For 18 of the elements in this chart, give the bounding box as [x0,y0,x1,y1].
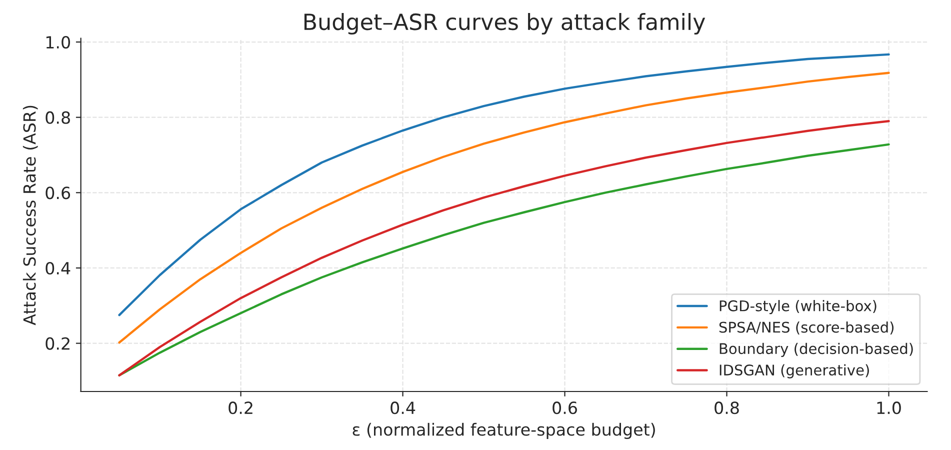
x-tick-label: 1.0 [877,402,901,414]
legend-label: SPSA/NES (score-based) [719,321,894,334]
x-tick-label: 0.2 [228,402,252,414]
legend-label: Boundary (decision-based) [720,342,913,357]
y-axis-title: Attack Success Rate (ASR) [22,106,38,326]
legend-label: IDSGAN (generative) [720,364,869,378]
y-tick-label: 0.4 [46,262,70,275]
x-tick-label: 0.8 [714,402,739,414]
x-tick-label: 0.4 [390,402,416,414]
y-tick-label: 0.6 [46,186,70,200]
chart-title: Budget–ASR curves by attack family [304,13,706,35]
y-tick-label: 0.8 [46,111,70,124]
x-axis-title: ε (normalized feature-space budget) [352,422,655,440]
legend-label: PGD-style (white-box) [720,300,876,314]
line-series [118,53,890,316]
y-tick-label: 0.2 [46,337,70,350]
x-tick-label: 0.6 [552,402,577,414]
y-tick-label: 1.0 [46,36,70,49]
